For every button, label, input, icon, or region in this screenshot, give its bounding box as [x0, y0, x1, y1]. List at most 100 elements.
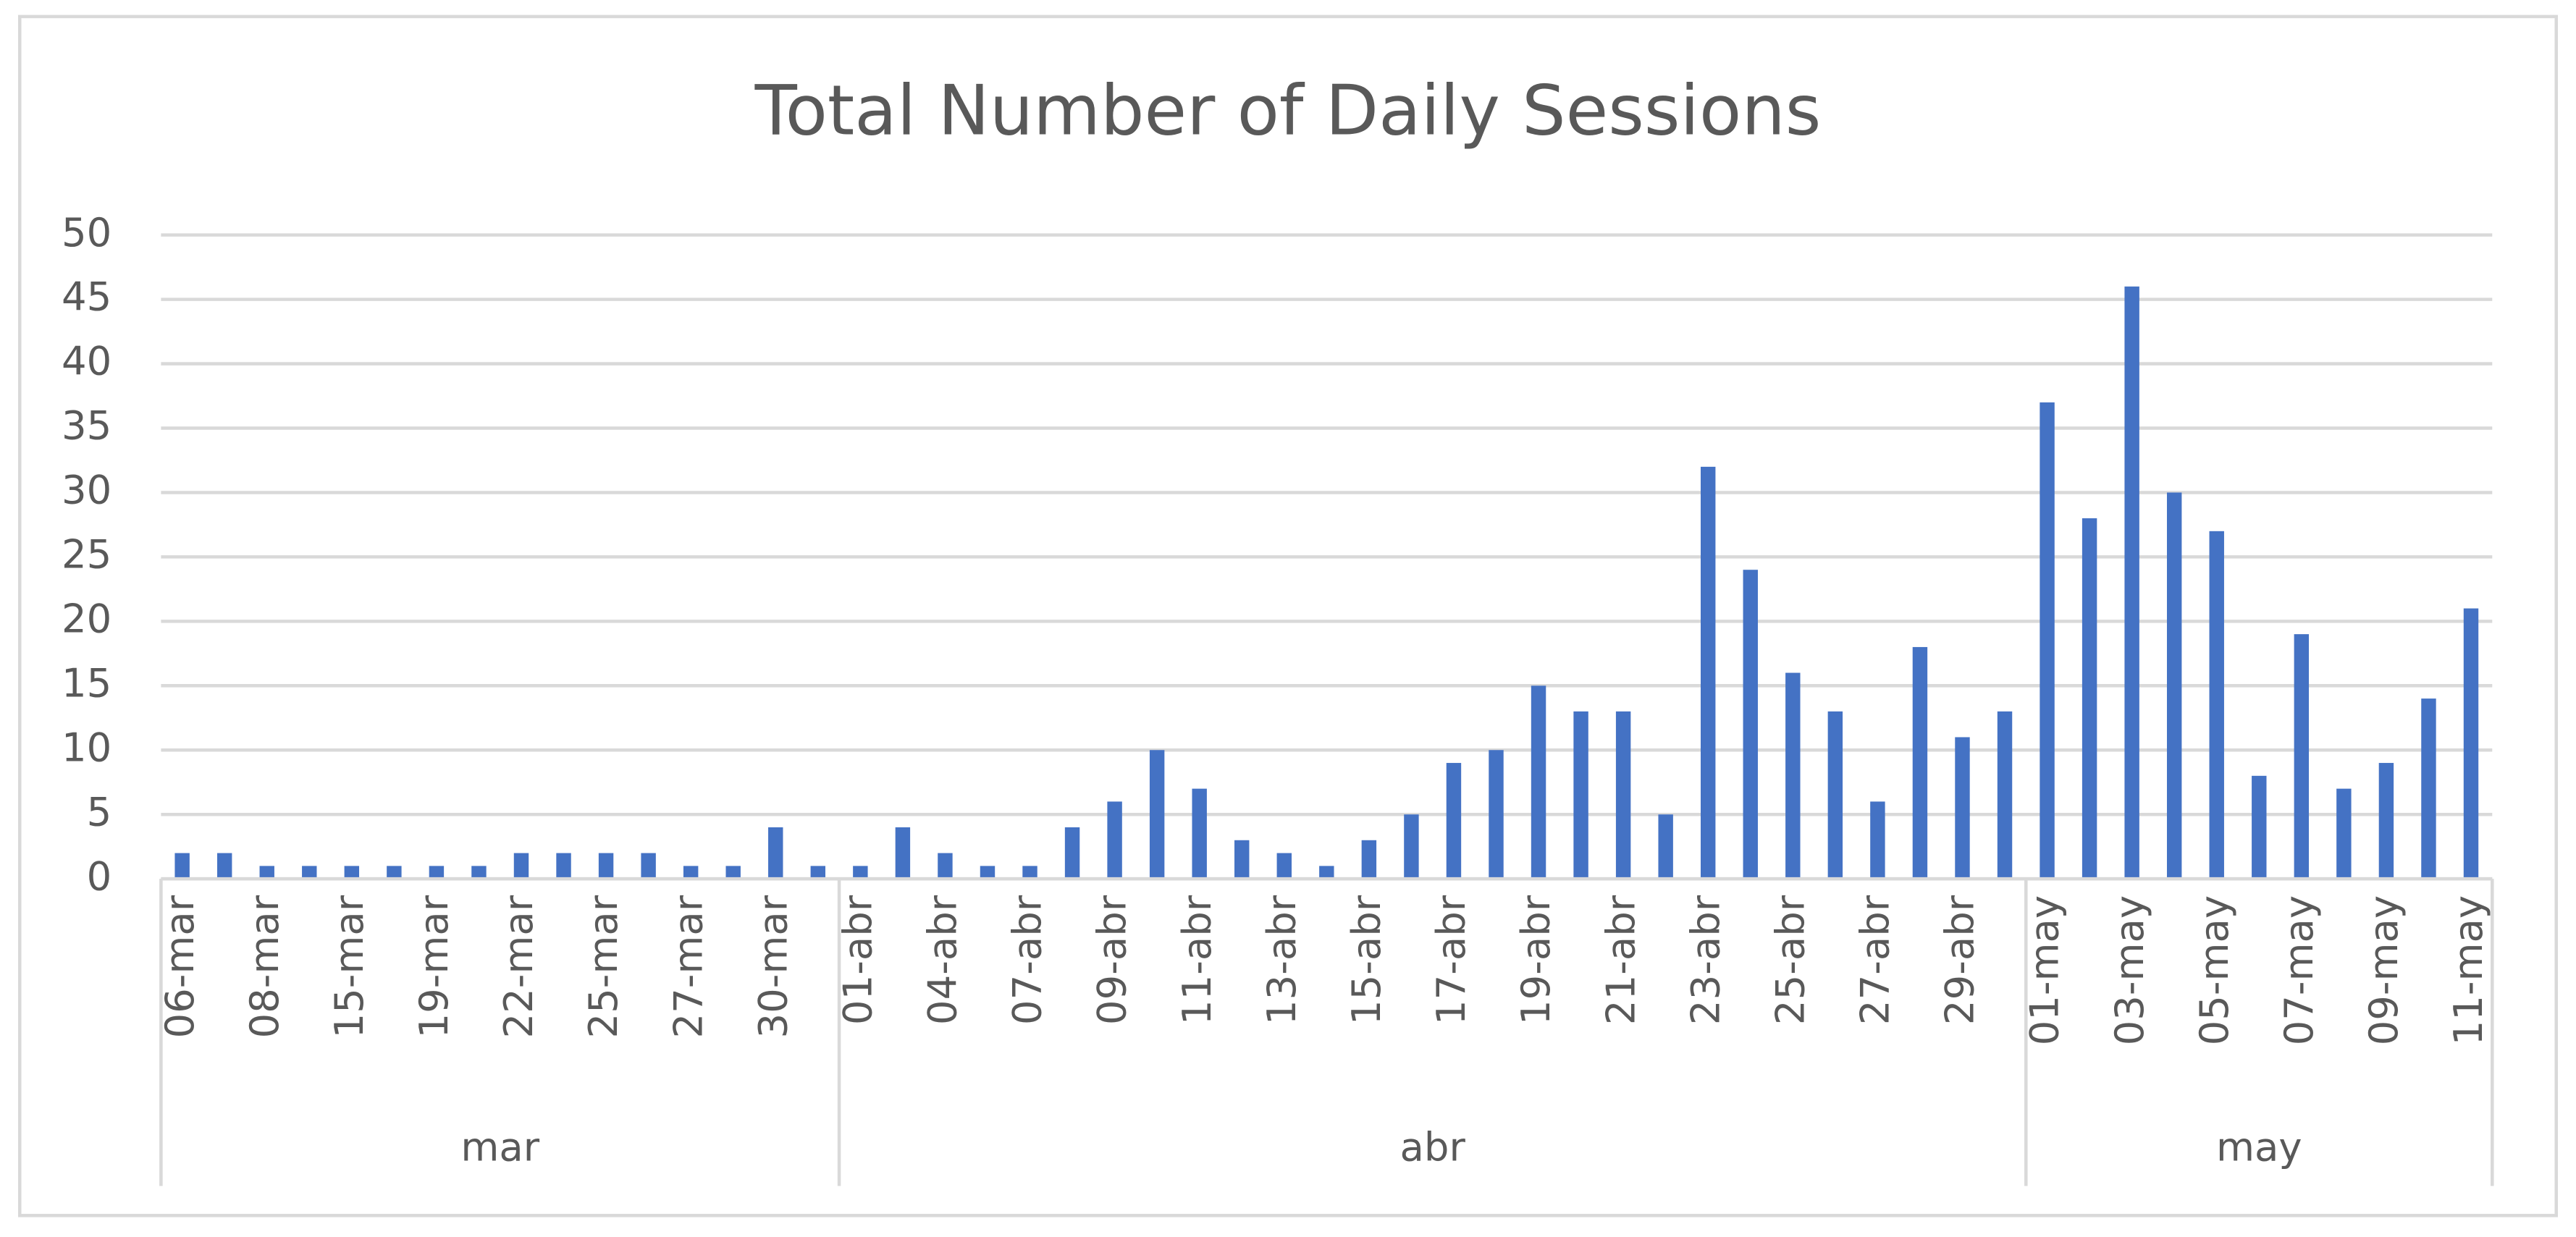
bar: [302, 866, 317, 879]
bar: [938, 853, 953, 879]
x-tick-label: 05-may: [2191, 895, 2237, 1046]
bar: [1319, 866, 1334, 879]
x-tick-label: 21-abr: [1597, 895, 1643, 1025]
y-tick-label: 50: [62, 209, 111, 256]
bar: [1064, 827, 1080, 879]
x-tick-label: 15-mar: [326, 895, 372, 1038]
bar: [1573, 711, 1588, 879]
bar: [2252, 775, 2267, 879]
group-label: may: [2216, 1124, 2302, 1170]
bar: [1658, 814, 1673, 879]
bar: [1404, 814, 1419, 879]
bar: [2209, 531, 2224, 879]
bar: [2336, 788, 2352, 879]
bar: [2463, 608, 2479, 879]
x-tick-label: 27-abr: [1852, 895, 1898, 1025]
bar: [387, 866, 402, 879]
bar: [259, 866, 274, 879]
bar: [429, 866, 445, 879]
group-label: mar: [460, 1124, 539, 1170]
bar: [980, 866, 996, 879]
bar: [174, 853, 190, 879]
bar: [1827, 711, 1843, 879]
chart-title: Total Number of Daily Sessions: [754, 71, 1822, 151]
bar: [513, 853, 529, 879]
y-tick-label: 5: [87, 788, 112, 835]
x-tick-label: 25-abr: [1767, 895, 1813, 1025]
y-tick-label: 45: [62, 274, 111, 320]
bar: [1955, 737, 1970, 879]
x-tick-label: 11-abr: [1174, 895, 1220, 1025]
x-tick-label: 01-abr: [834, 895, 880, 1025]
x-tick-label: 08-mar: [241, 895, 287, 1038]
bar: [2378, 763, 2394, 879]
bar: [2040, 402, 2055, 879]
x-tick-label: 25-mar: [580, 895, 626, 1038]
bar: [1701, 466, 1716, 879]
bar: [1022, 866, 1037, 879]
bar: [895, 827, 911, 879]
group-label: abr: [1400, 1124, 1466, 1170]
bar: [2082, 518, 2097, 879]
x-tick-label: 09-may: [2360, 895, 2407, 1046]
bar: [1615, 711, 1631, 879]
bar: [2124, 286, 2139, 879]
x-tick-label: 04-abr: [919, 895, 966, 1025]
x-tick-label: 27-mar: [665, 895, 711, 1038]
bar: [471, 866, 487, 879]
bar: [2294, 634, 2310, 879]
x-tick-label: 07-abr: [1004, 895, 1051, 1025]
bar: [1531, 685, 1546, 879]
bar: [1997, 711, 2013, 879]
bar: [1870, 801, 1885, 879]
bar: [683, 866, 699, 879]
x-tick-label: 03-may: [2106, 895, 2152, 1046]
bar: [1107, 801, 1122, 879]
bar: [810, 866, 826, 879]
x-tick-label: 13-abr: [1258, 895, 1305, 1025]
y-tick-label: 15: [62, 659, 111, 706]
bar: [598, 853, 614, 879]
bar: [1489, 750, 1504, 879]
bar: [1446, 763, 1462, 879]
x-tick-label: 06-mar: [156, 895, 203, 1038]
bar: [853, 866, 868, 879]
y-tick-label: 25: [62, 531, 111, 578]
bar: [1361, 840, 1377, 879]
x-tick-label: 17-abr: [1428, 895, 1474, 1025]
y-tick-label: 30: [62, 467, 111, 513]
bar: [1912, 646, 1928, 879]
x-tick-label: 11-may: [2445, 895, 2491, 1046]
x-tick-label: 19-abr: [1512, 895, 1559, 1025]
x-tick-label: 22-mar: [495, 895, 542, 1038]
y-tick-label: 35: [62, 402, 111, 449]
y-tick-label: 20: [62, 595, 111, 641]
x-tick-label: 19-mar: [411, 895, 457, 1038]
bar: [216, 853, 232, 879]
bar: [641, 853, 656, 879]
x-tick-label: 29-abr: [1937, 895, 1983, 1025]
x-tick-label: 09-abr: [1089, 895, 1135, 1025]
bar: [1785, 672, 1801, 879]
y-tick-label: 0: [87, 853, 112, 899]
bar: [1234, 840, 1250, 879]
x-tick-label: 07-may: [2276, 895, 2322, 1046]
bar: [725, 866, 741, 879]
x-tick-label: 01-may: [2021, 895, 2068, 1046]
bar: [344, 866, 360, 879]
bar: [1743, 570, 1758, 879]
bar: [556, 853, 571, 879]
bar: [1192, 788, 1207, 879]
x-tick-label: 15-abr: [1343, 895, 1389, 1025]
x-tick-label: 30-mar: [749, 895, 796, 1038]
bar: [2166, 492, 2182, 879]
y-tick-label: 10: [62, 724, 111, 770]
y-tick-label: 40: [62, 338, 111, 384]
bar: [768, 827, 783, 879]
bar: [1149, 750, 1165, 879]
bar: [1276, 853, 1292, 879]
bar: [2421, 698, 2436, 879]
x-tick-label: 23-abr: [1682, 895, 1728, 1025]
